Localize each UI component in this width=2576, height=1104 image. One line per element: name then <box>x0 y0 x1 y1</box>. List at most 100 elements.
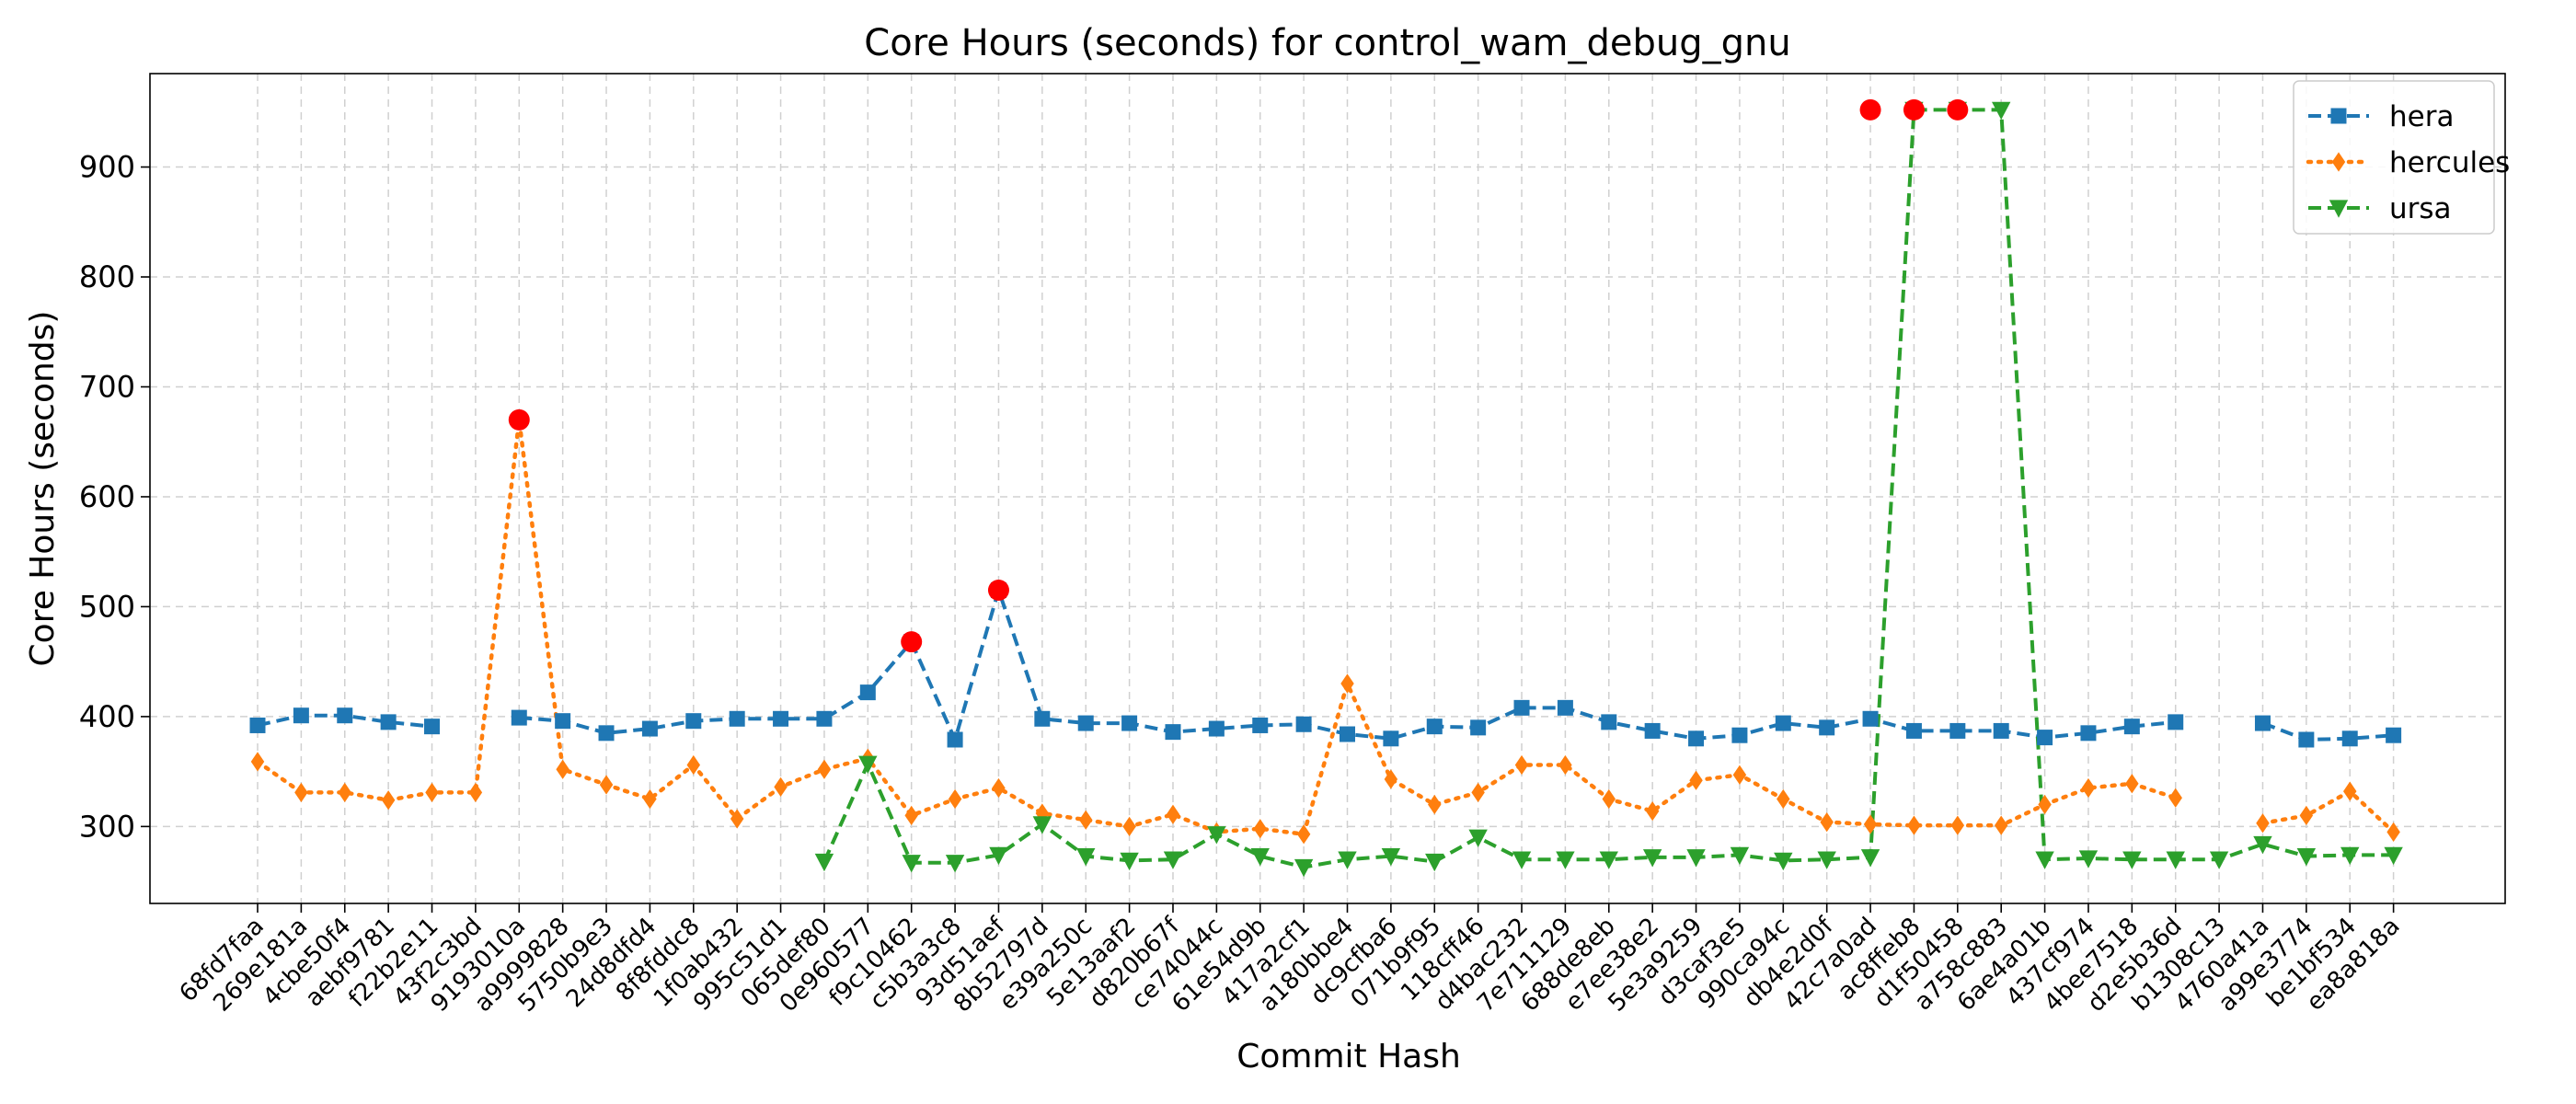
data-point-hera <box>1775 715 1791 731</box>
data-point-hercules <box>643 788 657 810</box>
data-point-hera <box>729 710 745 727</box>
data-point-hercules <box>1253 819 1267 839</box>
data-point-hera <box>1731 727 1748 743</box>
legend-label-ursa: ursa <box>2389 192 2452 225</box>
data-point-hera <box>1165 724 1181 741</box>
data-point-ursa <box>1642 849 1662 868</box>
data-point-hera <box>1208 720 1225 737</box>
data-point-hercules <box>1078 810 1093 830</box>
data-point-hercules <box>1166 804 1180 824</box>
data-point-ursa <box>1730 846 1750 866</box>
data-point-hercules <box>1428 794 1442 815</box>
data-point-ursa <box>1817 851 1836 869</box>
highlight-point <box>901 631 923 653</box>
y-tick-label: 700 <box>79 369 135 404</box>
data-point-ursa <box>1774 852 1793 871</box>
data-point-ursa <box>1338 851 1357 869</box>
x-axis-label: Commit Hash <box>1236 1038 1461 1075</box>
data-point-hera <box>1383 730 1399 747</box>
chart-title: Core Hours (seconds) for control_wam_deb… <box>864 22 1790 64</box>
data-point-ursa <box>1032 816 1052 834</box>
y-axis-label: Core Hours (seconds) <box>24 311 62 667</box>
plot-frame <box>149 73 2506 904</box>
data-point-ursa <box>1992 101 2011 121</box>
data-point-hera <box>859 684 876 701</box>
data-point-hercules <box>2343 781 2357 801</box>
data-point-ursa <box>1120 852 1139 871</box>
highlight-point <box>987 580 1009 602</box>
data-point-ursa <box>2078 850 2099 868</box>
data-point-hercules <box>1907 815 1921 835</box>
data-point-hera <box>1557 699 1573 716</box>
data-point-hercules <box>381 790 396 811</box>
data-point-hera <box>1252 717 1269 733</box>
data-point-hercules <box>1340 673 1354 694</box>
legend-label-hera: hera <box>2389 100 2454 133</box>
data-point-hercules <box>2256 813 2270 834</box>
data-point-hera <box>816 710 833 727</box>
data-point-ursa <box>2340 846 2360 866</box>
highlighted-points <box>508 98 1969 653</box>
data-point-ursa <box>2122 851 2142 869</box>
data-point-ursa <box>2253 835 2272 855</box>
data-point-hercules <box>1122 816 1136 836</box>
data-point-hercules <box>1602 788 1616 810</box>
highlight-point <box>508 408 530 431</box>
data-point-hercules <box>2299 805 2314 826</box>
data-point-hera <box>424 719 441 735</box>
data-point-hercules <box>599 775 614 795</box>
data-point-hercules <box>1732 765 1747 785</box>
data-point-hercules <box>1994 815 2008 835</box>
data-point-hercules <box>1689 770 1703 790</box>
data-point-ursa <box>1599 851 1618 869</box>
series-line-hercules <box>2260 788 2396 834</box>
data-point-hera <box>2298 731 2315 748</box>
data-point-hercules <box>468 782 483 802</box>
data-point-hera <box>555 713 571 730</box>
data-point-hercules <box>817 759 832 779</box>
data-point-hera <box>2123 719 2140 735</box>
data-point-hercules <box>556 759 569 779</box>
data-point-hera <box>1601 714 1617 730</box>
legend-label-hercules: hercules <box>2389 146 2510 179</box>
highlight-point <box>1903 98 1925 121</box>
data-point-hercules <box>1863 814 1878 834</box>
data-point-hercules <box>2168 788 2182 808</box>
data-point-hercules <box>1384 769 1398 789</box>
data-point-hera <box>1993 722 2009 739</box>
data-point-ursa <box>1468 829 1488 848</box>
data-point-ursa <box>1076 847 1096 867</box>
data-point-hercules <box>1296 824 1311 845</box>
data-point-ursa <box>1686 849 1706 868</box>
data-point-hercules <box>2081 777 2096 799</box>
data-point-hercules <box>250 752 265 772</box>
data-point-hera <box>1426 719 1443 735</box>
data-point-hercules <box>1950 815 1965 835</box>
data-point-hera <box>2341 730 2358 747</box>
data-point-hercules <box>1558 754 1572 776</box>
data-point-hera <box>2080 725 2097 742</box>
data-point-hera <box>337 707 353 724</box>
y-tick-label: 800 <box>79 259 135 294</box>
data-point-ursa <box>1207 826 1226 845</box>
data-point-hera <box>1862 710 1879 727</box>
y-tick-label: 400 <box>79 699 135 734</box>
data-point-hera <box>1077 715 1094 731</box>
highlight-point <box>1859 98 1881 121</box>
data-point-hera <box>1340 726 1355 742</box>
data-point-ursa <box>902 855 921 873</box>
data-point-hercules <box>294 782 308 802</box>
data-point-hera <box>598 725 615 742</box>
data-point-ursa <box>1381 847 1401 867</box>
data-point-ursa <box>2384 846 2403 866</box>
data-point-hercules <box>338 782 351 802</box>
data-point-hera <box>773 710 789 727</box>
data-point-hera <box>641 720 658 737</box>
data-point-hercules <box>948 788 962 810</box>
data-point-ursa <box>858 755 878 774</box>
data-point-hercules <box>774 776 788 797</box>
data-point-ursa <box>1250 847 1270 867</box>
data-point-hercules <box>1471 782 1485 802</box>
legend-marker-ursa <box>2329 200 2349 218</box>
data-point-ursa <box>814 853 834 872</box>
